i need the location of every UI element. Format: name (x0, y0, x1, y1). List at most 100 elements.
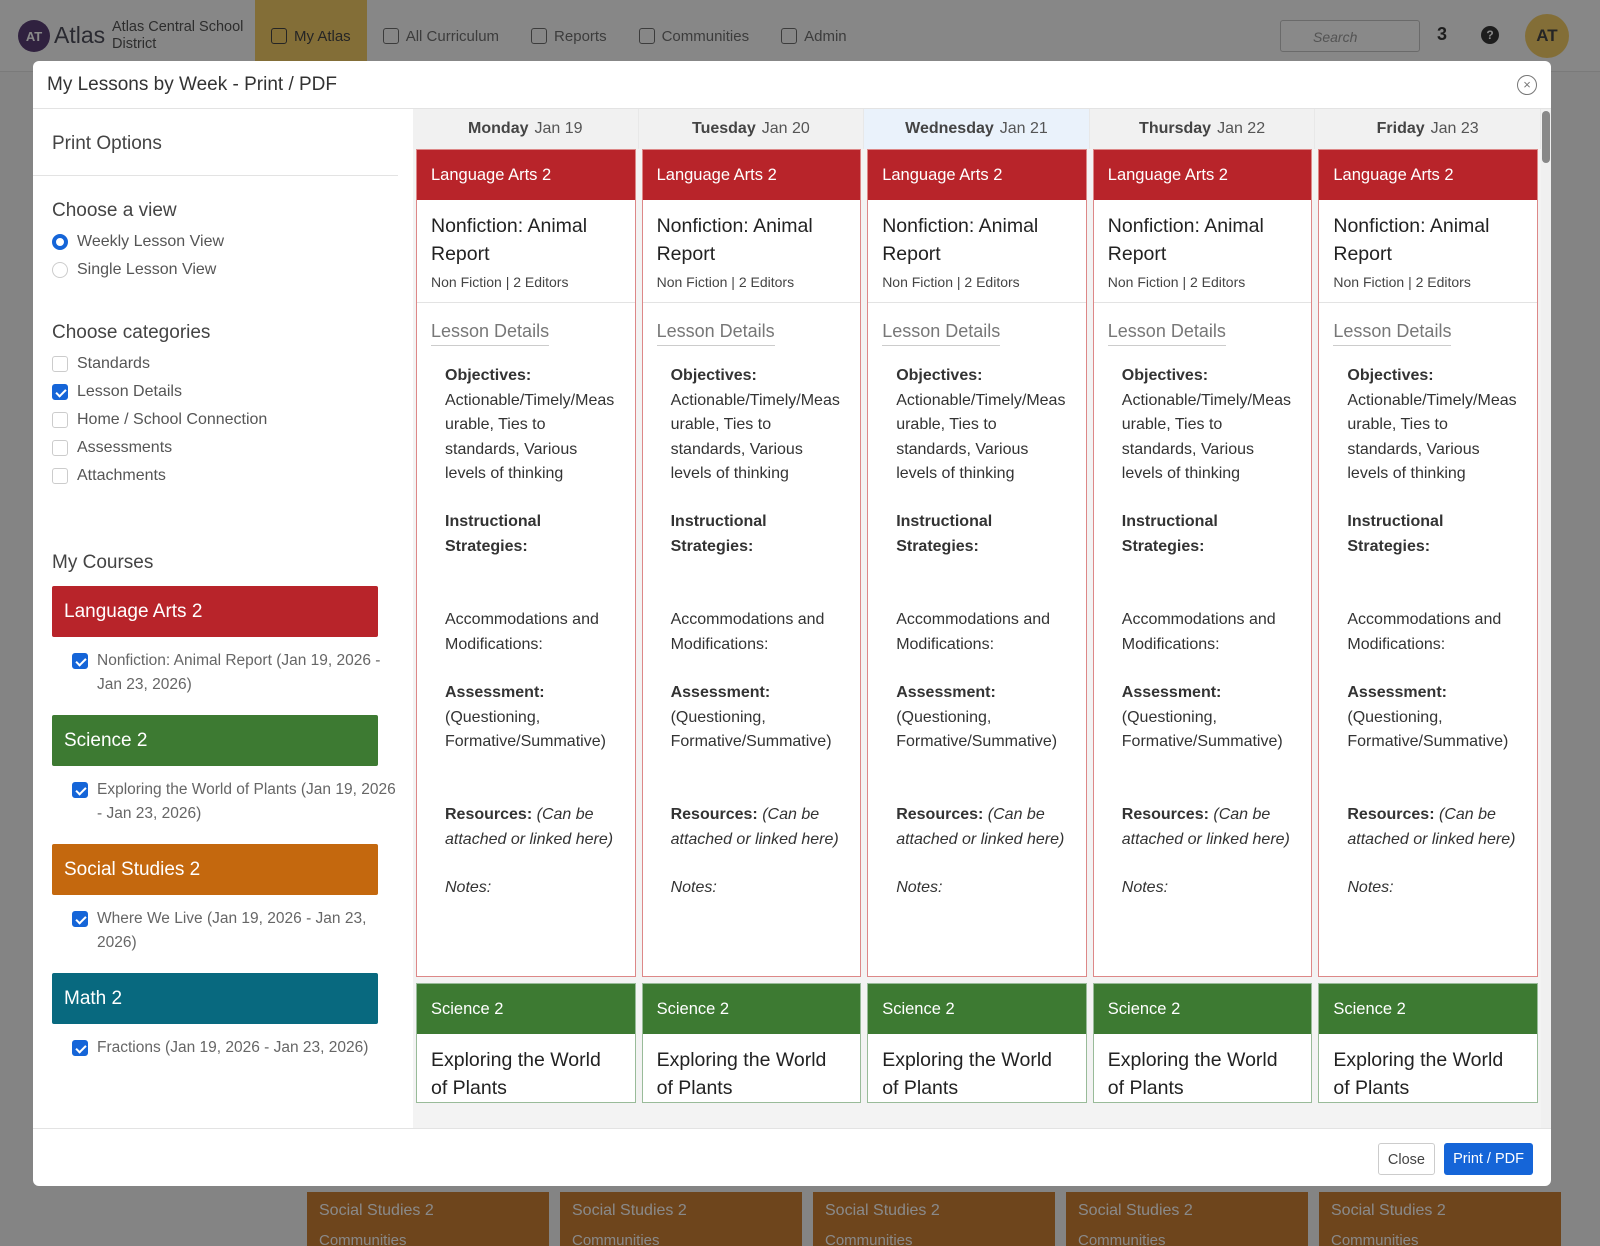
lesson-card[interactable]: Science 2 Exploring the World of Plants (641, 983, 862, 1103)
checkbox (52, 384, 68, 400)
field-label: Assessment: (1121, 684, 1222, 701)
checkbox-option[interactable]: Assessments (52, 434, 413, 462)
close-icon[interactable]: × (1517, 75, 1537, 95)
scroll-thumb (1542, 111, 1550, 163)
lesson-title: Exploring the World of Plants (1107, 1049, 1278, 1099)
lesson-course: Science 2 (1093, 984, 1312, 1034)
print-button[interactable]: Print / PDF (1444, 1143, 1533, 1175)
day-name: Monday (468, 120, 529, 137)
unit-option[interactable]: Nonfiction: Animal Report (Jan 19, 2026 … (52, 637, 413, 703)
checkbox (52, 440, 68, 456)
field-text: (Questioning, Formative/Summative) (445, 708, 606, 751)
checkbox (52, 468, 68, 484)
section-title: Lesson Details (882, 321, 1001, 346)
unit-option[interactable]: Where We Live (Jan 19, 2026 - Jan 23, 20… (52, 895, 413, 961)
field-label: Notes: (445, 879, 492, 896)
modal-title: My Lessons by Week - Print / PDF (47, 74, 338, 95)
field-label: Resources: (670, 806, 758, 823)
field-label: Instructional Strategies: (670, 513, 767, 555)
lesson-title: Nonfiction: Animal Report (656, 215, 813, 265)
lesson-field: Accommodations and Modifications: (1094, 608, 1312, 681)
day-date: Jan 21 (999, 120, 1048, 137)
radio-option[interactable]: Single Lesson View (52, 256, 413, 284)
lesson-title: Exploring the World of Plants (882, 1049, 1052, 1099)
lesson-field: Resources: (Can be attached or linked he… (868, 803, 1086, 876)
field-text: (Questioning, Formative/Summative) (670, 708, 832, 751)
section-title: Lesson Details (1333, 321, 1452, 346)
lesson-card[interactable]: Language Arts 2 Nonfiction: Animal Report… (1318, 149, 1538, 977)
field-label: Notes: (1347, 879, 1394, 896)
unit-label: Nonfiction: Animal Report (Jan 19, 2026 … (97, 652, 381, 693)
checkbox (72, 782, 88, 798)
field-text: (Questioning, Formative/Summative) (1121, 708, 1283, 751)
day-column: Thursday Jan 22 Language Arts 2 Nonfiction:… (1089, 109, 1316, 1109)
day-name: Friday (1376, 120, 1425, 137)
section-heading: Choose categories (52, 322, 211, 343)
lesson-meta: Non Fiction | 2 Editors (868, 268, 1086, 303)
section-heading: Choose a view (52, 200, 177, 221)
day-header: Monday Jan 19 (413, 109, 639, 149)
unit-option[interactable]: Exploring the World of Plants (Jan 19, 2… (52, 766, 413, 832)
lesson-field: Assessment: (Questioning, Formative/Summ… (417, 681, 635, 803)
checkbox-option[interactable]: Lesson Details (52, 378, 413, 406)
unit-label: Where We Live (Jan 19, 2026 - Jan 23, 20… (97, 910, 367, 951)
day-name: Wednesday (905, 120, 994, 137)
lesson-card[interactable]: Language Arts 2 Nonfiction: Animal Report… (416, 149, 636, 977)
lesson-course: Science 2 (1319, 984, 1537, 1034)
day-name: Tuesday (692, 120, 756, 137)
day-date: Jan 23 (1430, 120, 1479, 137)
lesson-title: Nonfiction: Animal Report (1333, 215, 1490, 265)
option-label: Standards (77, 355, 150, 372)
field-label: Accommodations and Modifications: (1121, 611, 1276, 653)
section-title: Lesson Details (1107, 321, 1226, 346)
checkbox (52, 356, 68, 372)
day-header: Tuesday Jan 20 (638, 109, 865, 149)
lesson-field: Assessment: (Questioning, Formative/Summ… (868, 681, 1086, 803)
course-header: Math 2 (52, 973, 378, 1024)
checkbox-option[interactable]: Standards (52, 350, 413, 378)
day-column: Monday Jan 19 Language Arts 2 Nonfiction: A… (413, 109, 639, 1109)
lesson-field: Instructional Strategies: (1319, 510, 1469, 608)
lesson-card[interactable]: Science 2 Exploring the World of Plants (1092, 983, 1313, 1103)
week-view: Monday Jan 19 Language Arts 2 Nonfiction: A… (413, 109, 1551, 1128)
day-date: Jan 22 (1217, 120, 1266, 137)
lesson-field: Objectives: Actionable/Timely/Measurable… (643, 364, 861, 510)
lesson-card[interactable]: Language Arts 2 Nonfiction: Animal Report… (867, 149, 1087, 977)
field-label: Resources: (1347, 806, 1435, 823)
lesson-field: Assessment: (Questioning, Formative/Summ… (1319, 681, 1537, 803)
unit-option[interactable]: Fractions (Jan 19, 2026 - Jan 23, 2026) (52, 1024, 413, 1090)
lesson-field: Resources: (Can be attached or linked he… (1319, 803, 1537, 876)
lesson-card[interactable]: Language Arts 2 Nonfiction: Animal Report… (641, 149, 862, 977)
lesson-card[interactable]: Science 2 Exploring the World of Plants (1318, 983, 1538, 1103)
checkbox (72, 653, 88, 669)
checkbox-option[interactable]: Attachments (52, 462, 413, 490)
lesson-card[interactable]: Language Arts 2 Nonfiction: Animal Report… (1092, 149, 1313, 977)
lesson-meta: Non Fiction | 2 Editors (642, 268, 861, 303)
field-text: Actionable/Timely/Measurable, Ties to st… (1347, 391, 1517, 483)
field-label: Instructional Strategies: (896, 513, 993, 555)
day-column: Tuesday Jan 20 Language Arts 2 Nonfiction: … (638, 109, 865, 1109)
lesson-meta: Non Fiction | 2 Editors (417, 268, 635, 303)
field-label: Accommodations and Modifications: (1347, 611, 1502, 653)
lesson-course: Science 2 (868, 984, 1086, 1034)
lesson-field: Accommodations and Modifications: (1319, 608, 1537, 681)
field-label: Assessment: (1347, 684, 1447, 701)
modal-footer: Close Print / PDF (33, 1128, 1551, 1186)
field-label: Notes: (670, 879, 717, 896)
radio-option[interactable]: Weekly Lesson View (52, 228, 413, 256)
lesson-field: Instructional Strategies: (1094, 510, 1244, 608)
lesson-card[interactable]: Science 2 Exploring the World of Plants (867, 983, 1087, 1103)
day-date: Jan 20 (761, 120, 810, 137)
field-text: Actionable/Timely/Measurable, Ties to st… (445, 391, 615, 483)
lesson-card[interactable]: Science 2 Exploring the World of Plants (416, 983, 636, 1103)
lesson-title: Exploring the World of Plants (1333, 1049, 1504, 1099)
close-button[interactable]: Close (1377, 1143, 1435, 1175)
field-label: Accommodations and Modifications: (445, 611, 599, 653)
lesson-meta: Non Fiction | 2 Editors (1093, 268, 1312, 303)
checkbox-option[interactable]: Home / School Connection (52, 406, 413, 434)
field-text: (Can be attached or linked here) (445, 806, 614, 848)
field-label: Instructional Strategies: (1121, 513, 1218, 555)
lesson-title: Exploring the World of Plants (656, 1049, 827, 1099)
course-header: Science 2 (52, 715, 378, 766)
field-label: Objectives: (1347, 367, 1434, 384)
